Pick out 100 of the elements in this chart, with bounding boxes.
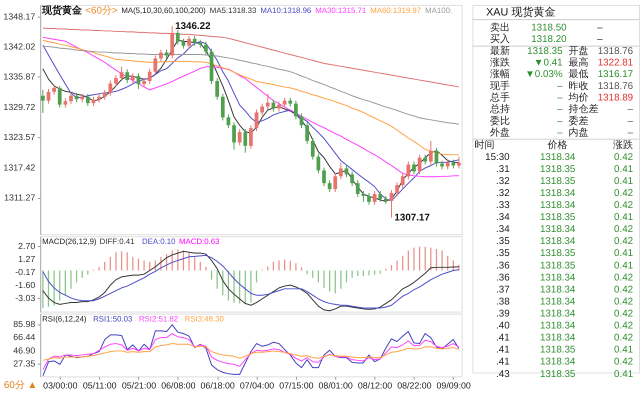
- candlestick: [254, 109, 258, 132]
- text: 0.42: [614, 332, 634, 344]
- text: 涨幅: [490, 68, 510, 80]
- text: 涨跌: [613, 139, 634, 152]
- text: 1318.35: [527, 46, 564, 57]
- text: 1318.34: [540, 332, 576, 344]
- candlestick: [220, 93, 225, 121]
- series-label: DEA:0.10: [142, 237, 176, 246]
- line-series: [42, 333, 460, 370]
- text: ▼0.41: [534, 58, 563, 69]
- text: .35: [496, 248, 510, 260]
- text: 60分 ▲: [4, 379, 38, 392]
- text: –: [557, 104, 564, 116]
- text: 0.42: [614, 200, 634, 211]
- candlestick: [367, 192, 371, 206]
- candlestick: [362, 190, 366, 202]
- candlestick: [310, 138, 315, 160]
- text: .37: [496, 284, 510, 296]
- candlestick: [125, 68, 130, 84]
- text: 0.41: [614, 164, 634, 175]
- text: .41: [496, 332, 510, 344]
- line-series: [42, 36, 460, 178]
- text: 1322.81: [598, 58, 634, 69]
- text: 0.41: [614, 176, 634, 187]
- text: 1318.34: [540, 152, 576, 163]
- text: 0.42: [614, 356, 634, 368]
- chart-title: 现货黄金: [41, 4, 84, 17]
- text: 0.42: [614, 320, 634, 332]
- candlestick: [272, 99, 276, 112]
- annotation: 1307.17: [394, 212, 430, 224]
- y-tick-label: 27.35: [13, 358, 36, 368]
- line-series: [42, 343, 460, 361]
- text: .41: [496, 344, 510, 356]
- text: –: [628, 116, 634, 127]
- text: 外盘: [490, 126, 510, 139]
- candlestick: [46, 88, 50, 104]
- text: 1318.76: [598, 46, 634, 57]
- text: XAU 现货黄金: [486, 6, 556, 19]
- text: .36: [496, 272, 510, 284]
- line-series: [42, 324, 460, 376]
- text: 1318.34: [540, 308, 576, 320]
- candlestick: [356, 180, 360, 198]
- text: MA5:1318.33: [210, 6, 258, 15]
- series-label: RSI1:50.03: [93, 314, 133, 324]
- text: 0.42: [614, 284, 634, 296]
- y-tick-label: -1.60: [15, 280, 36, 290]
- text: .32: [496, 188, 510, 199]
- candlestick: [390, 190, 394, 218]
- text: 0.42: [614, 296, 634, 308]
- candlestick: [58, 85, 62, 108]
- text: MA100:: [425, 6, 452, 15]
- text: 价格: [546, 139, 568, 152]
- series-label: MACD:0.63: [178, 237, 220, 246]
- candlestick: [457, 156, 461, 169]
- text: .36: [496, 260, 510, 272]
- text: 0.42: [614, 272, 634, 284]
- text: –: [628, 104, 634, 116]
- text: 1318.35: [540, 248, 576, 260]
- legend-title: RSI(6,12,24): [42, 314, 87, 324]
- text: 1318.76: [598, 80, 634, 92]
- candlestick: [339, 162, 343, 180]
- text: 卖出: [490, 21, 510, 34]
- text: 0.42: [614, 152, 634, 163]
- candlestick: [92, 96, 96, 107]
- candlestick: [418, 154, 422, 175]
- text: 1318.35: [540, 344, 576, 356]
- candlestick: [395, 182, 399, 196]
- candlestick: [182, 38, 186, 50]
- y-tick-label: 2.70: [18, 240, 36, 251]
- text: .35: [496, 236, 510, 248]
- text: 时间: [474, 139, 494, 152]
- candlestick: [266, 93, 270, 110]
- candlestick: [52, 84, 56, 96]
- text: DIFF:0.41: [100, 237, 134, 246]
- x-tick-label: 07/15:00: [279, 380, 314, 391]
- text: 内盘: [568, 126, 588, 139]
- candlestick: [423, 154, 428, 166]
- candlestick: [282, 97, 287, 108]
- y-tick-label: 1329.72: [3, 102, 36, 112]
- text: 1318.34: [540, 284, 576, 296]
- candlestick: [136, 72, 140, 90]
- text: .43: [496, 368, 510, 380]
- text: MA10:1318.96: [260, 6, 312, 15]
- y-tick-label: -0.17: [15, 267, 36, 278]
- candlestick: [249, 124, 253, 150]
- candlestick: [378, 190, 382, 202]
- x-tick-label: 05/21:00: [122, 380, 156, 391]
- y-tick-label: 1311.27: [4, 192, 36, 203]
- candlestick: [305, 122, 309, 144]
- text: 均价: [567, 92, 588, 104]
- candlestick: [428, 140, 433, 166]
- chart-subtitle: <60分>: [85, 4, 118, 17]
- text: 1318.34: [540, 236, 576, 248]
- text: 0.41: [614, 212, 634, 224]
- candlestick: [344, 165, 348, 178]
- y-tick-label: 85.98: [13, 319, 36, 330]
- text: 0.42: [614, 308, 634, 320]
- candlestick: [277, 101, 281, 112]
- text: 1318.35: [540, 176, 576, 187]
- text: 0.42: [614, 224, 634, 236]
